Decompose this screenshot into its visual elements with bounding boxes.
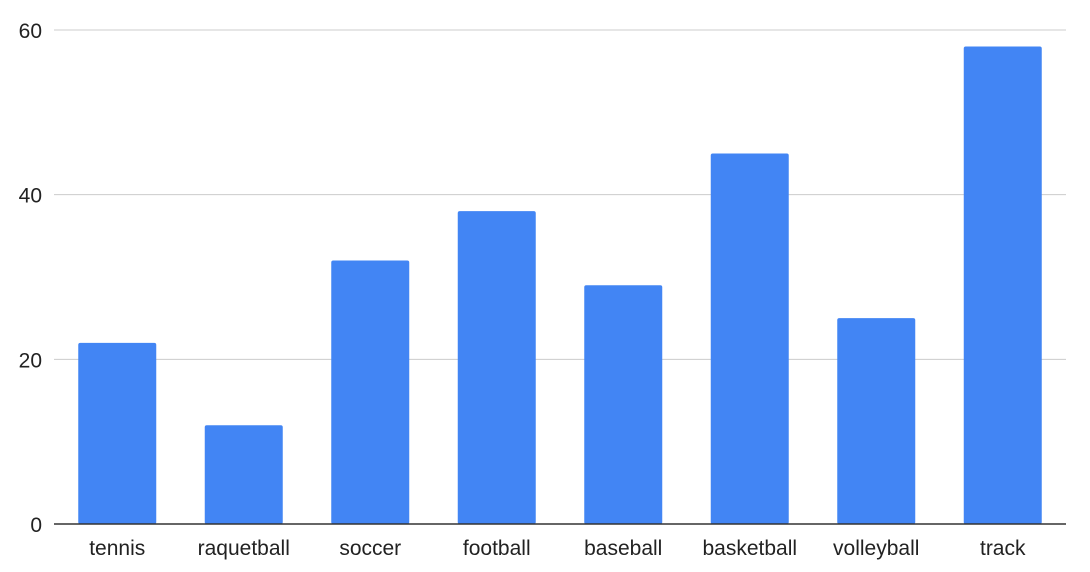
y-tick-label: 40 <box>19 185 42 208</box>
x-tick-label-volleyball: volleyball <box>833 537 919 560</box>
y-tick-label: 60 <box>19 20 42 43</box>
bar-tennis <box>78 342 157 524</box>
gridlines <box>54 29 1066 360</box>
bar-soccer <box>331 260 410 524</box>
x-tick-label-tennis: tennis <box>89 537 145 560</box>
x-tick-label-raquetball: raquetball <box>198 537 290 560</box>
x-tick-label-soccer: soccer <box>339 537 401 560</box>
x-tick-label-basketball: basketball <box>702 537 797 560</box>
x-tick-labels: tennis raquetball soccer football baseball ba… <box>89 537 1026 560</box>
x-tick-label-baseball: baseball <box>584 537 662 560</box>
bar-track <box>963 46 1042 524</box>
bar-raquetball <box>204 425 283 524</box>
bar-volleyball <box>837 318 916 524</box>
x-tick-label-football: football <box>463 537 531 560</box>
bars <box>78 46 1042 524</box>
y-tick-labels: 0 20 40 60 <box>19 20 42 537</box>
x-tick-label-track: track <box>980 537 1026 560</box>
bar-basketball <box>710 153 789 524</box>
y-tick-label: 0 <box>30 514 42 537</box>
bar-baseball <box>584 285 663 524</box>
bar-football <box>457 211 536 524</box>
y-tick-label: 20 <box>19 349 42 372</box>
